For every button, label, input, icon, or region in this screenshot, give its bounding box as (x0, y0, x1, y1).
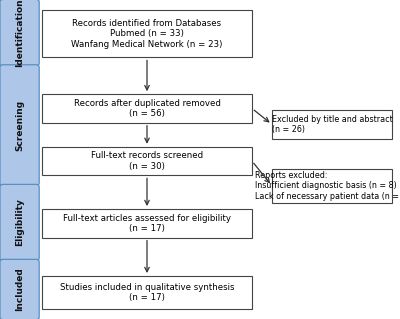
Text: Records identified from Databases
Pubmed (n = 33)
Wanfang Medical Network (n = 2: Records identified from Databases Pubmed… (71, 19, 223, 49)
FancyBboxPatch shape (42, 147, 252, 175)
FancyBboxPatch shape (272, 110, 392, 139)
FancyBboxPatch shape (0, 0, 39, 66)
Text: Full-text articles assessed for eligibility
(n = 17): Full-text articles assessed for eligibil… (63, 214, 231, 233)
FancyBboxPatch shape (42, 10, 252, 57)
FancyBboxPatch shape (0, 65, 39, 186)
FancyBboxPatch shape (0, 259, 39, 319)
Text: Reports excluded:
Insufficient diagnostic basis (n = 8)
Lack of necessary patien: Reports excluded: Insufficient diagnosti… (255, 171, 400, 201)
FancyBboxPatch shape (0, 184, 39, 261)
Text: Eligibility: Eligibility (15, 198, 24, 247)
FancyBboxPatch shape (42, 209, 252, 238)
Text: Full-text records screened
(n = 30): Full-text records screened (n = 30) (91, 152, 203, 171)
Text: Excluded by title and abstract
(n = 26): Excluded by title and abstract (n = 26) (272, 115, 392, 134)
Text: Records after duplicated removed
(n = 56): Records after duplicated removed (n = 56… (74, 99, 220, 118)
Text: Identification: Identification (15, 0, 24, 67)
Text: Screening: Screening (15, 100, 24, 151)
FancyBboxPatch shape (42, 276, 252, 309)
FancyBboxPatch shape (272, 169, 392, 203)
Text: Studies included in qualitative synthesis
(n = 17): Studies included in qualitative synthesi… (60, 283, 234, 302)
Text: Included: Included (15, 268, 24, 311)
FancyBboxPatch shape (42, 94, 252, 123)
